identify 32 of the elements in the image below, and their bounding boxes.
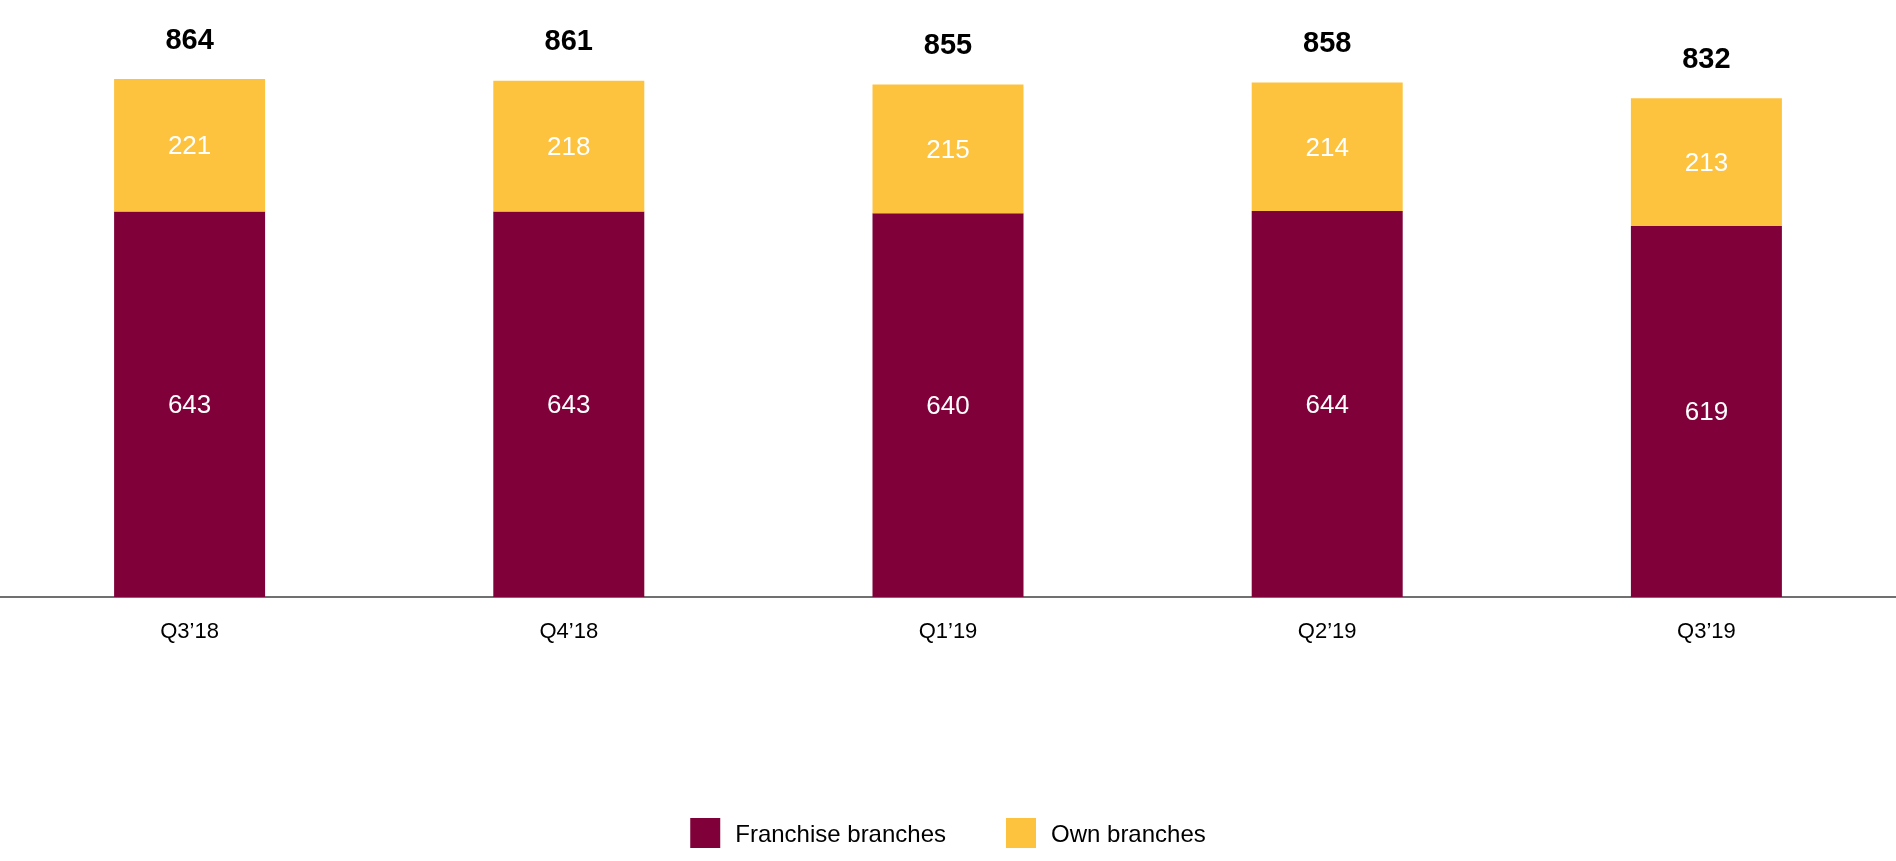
total-label: 861 (544, 24, 593, 57)
legend-label: Franchise branches (735, 819, 947, 847)
bar (872, 213, 1024, 597)
bar (1630, 225, 1782, 597)
total-label: 864 (165, 22, 214, 55)
bar (114, 211, 266, 597)
data-label: 221 (167, 130, 212, 161)
x-tick-label: Q3’18 (160, 617, 219, 643)
data-label: 643 (167, 389, 212, 420)
bar (493, 80, 645, 212)
total-label: 832 (1682, 41, 1731, 74)
x-tick-label: Q2’19 (1297, 617, 1357, 643)
bar (1251, 210, 1403, 597)
legend-label: Own branches (1051, 819, 1206, 847)
x-tick-label: Q4’18 (539, 617, 599, 643)
bar (114, 79, 266, 212)
data-label: 644 (1305, 388, 1349, 419)
bar (1630, 98, 1782, 226)
bar (872, 84, 1024, 214)
data-label: 215 (926, 133, 970, 164)
x-tick-label: Q1’19 (918, 617, 978, 643)
data-label: 640 (926, 390, 970, 421)
total-label: 858 (1303, 26, 1352, 59)
data-label: 619 (1684, 396, 1729, 427)
total-label: 855 (923, 27, 973, 60)
data-label: 214 (1305, 131, 1349, 162)
data-label: 218 (547, 131, 591, 162)
x-tick-label: Q3’19 (1677, 617, 1736, 643)
bar (493, 211, 645, 597)
data-label: 213 (1684, 147, 1729, 178)
data-label: 643 (547, 389, 591, 420)
bar (1251, 82, 1403, 211)
